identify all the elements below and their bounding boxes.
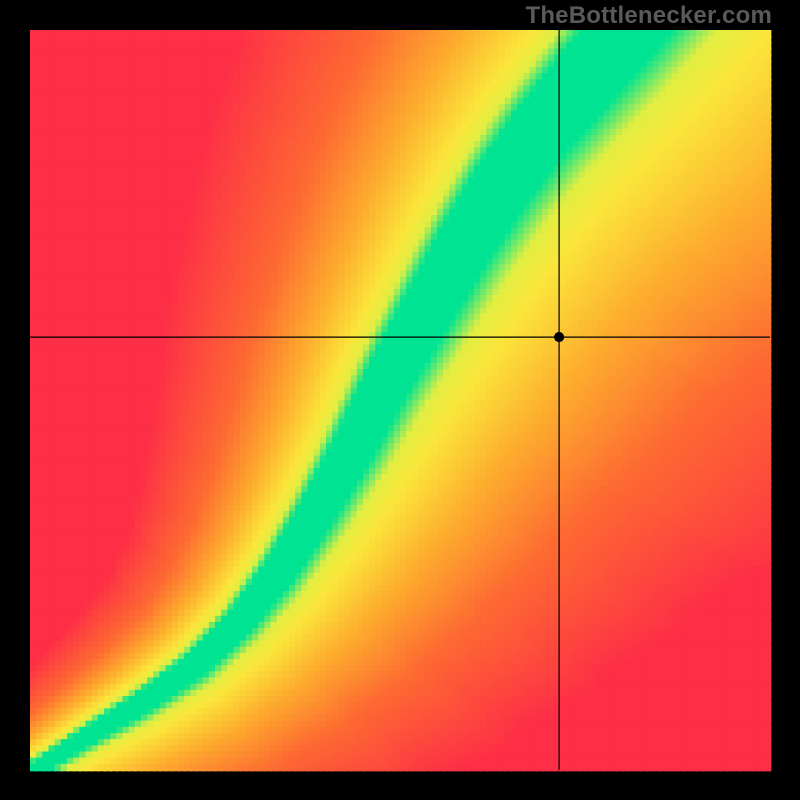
watermark-text: TheBottlenecker.com <box>525 2 772 30</box>
heatmap-canvas <box>0 0 800 800</box>
chart-container: TheBottlenecker.com <box>0 0 800 800</box>
